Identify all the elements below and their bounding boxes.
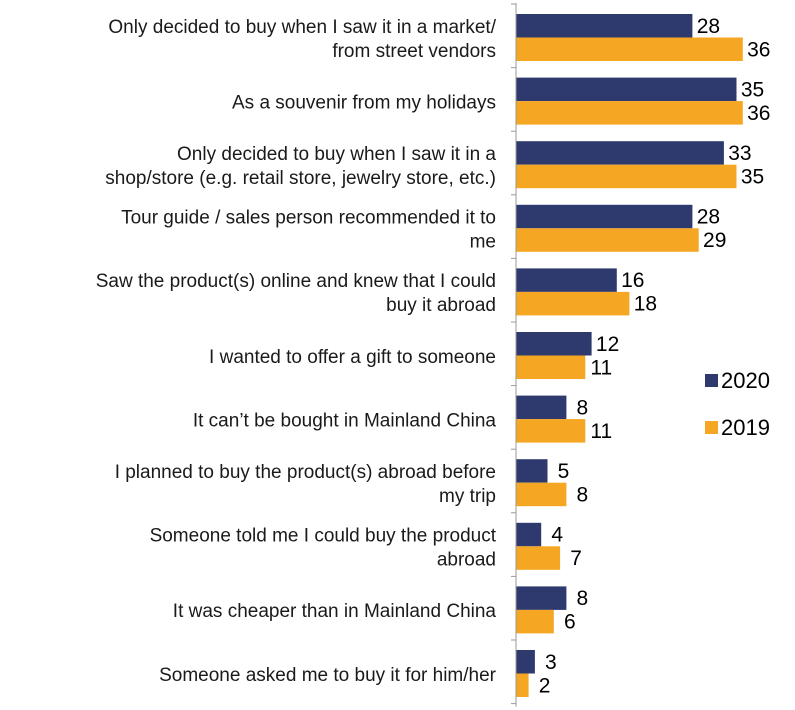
bar-2020-6: [516, 395, 567, 420]
value-label-2019-4: 18: [634, 293, 657, 316]
bar-2019-2: [516, 164, 737, 189]
category-label-10: Someone asked me to buy it for him/her: [159, 665, 497, 686]
bar-2020-7: [516, 459, 548, 483]
bars-group: [516, 14, 743, 697]
value-label-2020-0: 28: [697, 15, 720, 38]
value-label-2019-10: 2: [539, 674, 551, 697]
bar-2019-10: [516, 673, 529, 697]
value-label-2020-2: 33: [728, 142, 751, 165]
category-label-9: It was cheaper than in Mainland China: [173, 601, 497, 622]
value-label-2019-0: 36: [747, 38, 770, 61]
value-label-2020-9: 8: [577, 587, 589, 610]
bar-2019-5: [516, 355, 586, 379]
category-label-2: Only decided to buy when I saw it in a sh…: [105, 144, 496, 189]
bar-2019-3: [516, 228, 699, 252]
legend-swatch-2020: [705, 374, 718, 387]
bar-2019-1: [516, 101, 743, 125]
value-label-2020-6: 8: [577, 396, 589, 419]
y-axis-group: [511, 3, 517, 707]
category-label-6: It can’t be bought in Mainland China: [193, 410, 497, 431]
category-label-0: Only decided to buy when I saw it in a m…: [108, 17, 496, 62]
bar-2020-5: [516, 332, 592, 356]
value-label-2020-8: 4: [551, 524, 563, 547]
value-label-2020-1: 35: [741, 78, 764, 101]
bar-2019-0: [516, 37, 743, 61]
bar-2019-4: [516, 291, 630, 316]
legend-swatch-2019: [705, 421, 718, 434]
value-label-2020-3: 28: [697, 206, 720, 229]
category-label-3: Tour guide / sales person recommended it…: [121, 208, 496, 253]
value-label-2020-7: 5: [558, 460, 570, 483]
value-label-2019-8: 7: [570, 547, 582, 570]
bar-2020-2: [516, 141, 724, 165]
value-label-2019-7: 8: [577, 483, 589, 506]
value-label-2020-4: 16: [621, 269, 644, 292]
value-label-2019-3: 29: [703, 229, 726, 252]
category-labels-group: Only decided to buy when I saw it in a m…: [96, 17, 497, 686]
legend: 2020 2019: [705, 368, 770, 440]
value-label-2019-1: 36: [747, 102, 770, 125]
bar-2020-10: [516, 650, 535, 674]
bar-2020-8: [516, 522, 542, 547]
bar-2020-0: [516, 14, 693, 38]
legend-label-2020: 2020: [721, 368, 770, 393]
value-label-2019-6: 11: [590, 420, 612, 443]
value-label-2019-2: 35: [741, 165, 764, 188]
value-label-2019-9: 6: [564, 611, 576, 634]
bar-2019-7: [516, 482, 567, 507]
legend-label-2019: 2019: [721, 415, 770, 440]
bar-2020-3: [516, 204, 693, 229]
category-label-8: Someone told me I could buy the product a…: [150, 526, 497, 571]
bar-2019-9: [516, 609, 554, 634]
value-label-2019-5: 11: [590, 356, 612, 379]
category-label-4: Saw the product(s) online and knew that …: [96, 271, 496, 316]
category-label-7: I planned to buy the product(s) abroad b…: [115, 462, 496, 507]
category-label-1: As a souvenir from my holidays: [232, 92, 496, 113]
bar-2019-6: [516, 419, 586, 443]
bar-2020-1: [516, 77, 737, 102]
value-label-2020-10: 3: [545, 651, 557, 674]
category-label-5: I wanted to offer a gift to someone: [209, 347, 496, 368]
bar-2019-8: [516, 546, 561, 570]
bar-2020-4: [516, 268, 617, 292]
value-label-2020-5: 12: [596, 333, 619, 356]
bar-2020-9: [516, 586, 567, 610]
